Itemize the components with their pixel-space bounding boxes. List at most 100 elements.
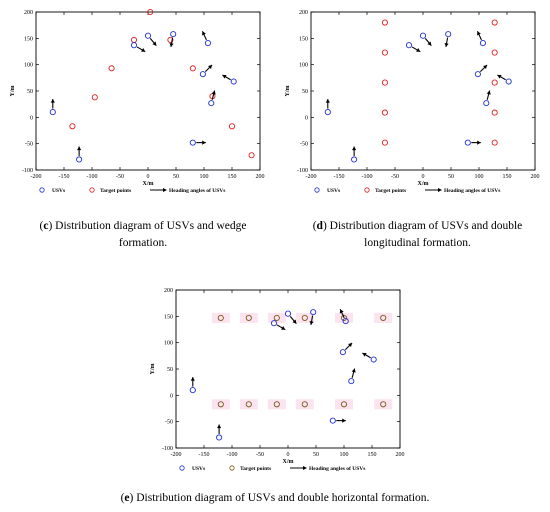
heading-arrowhead bbox=[339, 309, 344, 314]
target-point bbox=[380, 314, 387, 321]
usv-marker bbox=[270, 320, 278, 327]
usv-marker bbox=[310, 309, 317, 316]
x-tick-label: 50 bbox=[173, 174, 179, 180]
usv-marker bbox=[76, 156, 83, 163]
heading-arrowhead bbox=[281, 326, 286, 330]
y-tick-label: 50 bbox=[302, 89, 308, 95]
x-tick-label: -150 bbox=[334, 174, 345, 180]
legend-target-label: Target points bbox=[375, 188, 406, 194]
target-highlight bbox=[295, 399, 314, 410]
x-axis-label: X/m bbox=[283, 459, 294, 465]
usv-marker bbox=[216, 434, 223, 441]
x-tick-label: 100 bbox=[475, 174, 484, 180]
y-tick-label: 50 bbox=[27, 89, 33, 95]
legend-target-marker bbox=[89, 187, 95, 193]
x-axis-label: X/m bbox=[143, 181, 154, 187]
usv-marker bbox=[208, 100, 215, 107]
legend-arrowhead bbox=[163, 188, 167, 192]
heading-arrowhead bbox=[50, 99, 55, 103]
target-point bbox=[69, 123, 76, 130]
target-point bbox=[245, 314, 252, 321]
x-tick-label: -50 bbox=[256, 452, 264, 458]
heading-arrowhead bbox=[169, 43, 174, 47]
x-tick-label: -100 bbox=[87, 174, 98, 180]
plot-frame bbox=[175, 289, 401, 449]
target-point bbox=[491, 109, 498, 116]
usv-marker bbox=[144, 32, 152, 39]
target-point bbox=[381, 19, 388, 26]
x-tick-label: -200 bbox=[31, 174, 42, 180]
x-tick-label: 0 bbox=[147, 174, 150, 180]
usv-marker bbox=[464, 139, 471, 146]
y-tick-label: 100 bbox=[164, 341, 173, 347]
y-tick-label: 0 bbox=[30, 115, 33, 121]
x-tick-label: 50 bbox=[448, 174, 454, 180]
heading-arrowhead bbox=[152, 41, 157, 46]
legend-usv-marker bbox=[39, 187, 45, 193]
caption-e-label: e bbox=[124, 492, 130, 504]
caption-e-text: Distribution diagram of USVs and double … bbox=[136, 492, 430, 504]
y-tick-label: 100 bbox=[24, 63, 33, 69]
legend-target-marker bbox=[364, 187, 370, 193]
heading-arrowhead bbox=[427, 41, 432, 46]
legend-heading-label: Heading angles of USVs bbox=[169, 188, 225, 194]
y-tick-label: 150 bbox=[164, 314, 173, 320]
target-point bbox=[228, 123, 236, 130]
usv-marker bbox=[505, 78, 512, 85]
usv-marker bbox=[49, 109, 56, 116]
chart-d-svg: -200 -150 -100 -50 0 50 100 150 200 -100 -50 0 50 100… bbox=[285, 10, 540, 194]
heading-arrowhead bbox=[217, 424, 222, 429]
target-highlight bbox=[239, 312, 258, 323]
caption-d-label: d bbox=[316, 220, 323, 232]
heading-arrowhead bbox=[483, 64, 488, 69]
target-point bbox=[340, 314, 348, 321]
x-tick-label: 0 bbox=[422, 174, 425, 180]
heading-arrowhead bbox=[208, 64, 213, 69]
heading-arrowhead bbox=[190, 377, 195, 381]
x-tick-label: -50 bbox=[116, 174, 124, 180]
target-point bbox=[189, 65, 196, 72]
y-tick-label: 100 bbox=[299, 63, 308, 69]
caption-c: (c) Distribution diagram of USVs and wed… bbox=[39, 220, 247, 249]
target-point bbox=[301, 314, 308, 321]
heading-arrowhead bbox=[342, 418, 346, 423]
usv-marker bbox=[230, 78, 237, 85]
usv-marker bbox=[170, 31, 177, 38]
heading-arrowhead bbox=[77, 146, 82, 151]
target-highlight bbox=[374, 399, 393, 410]
usv-marker bbox=[342, 318, 349, 325]
caption-c-label: c bbox=[43, 220, 49, 232]
target-point bbox=[147, 8, 154, 16]
heading-arrowhead bbox=[416, 48, 421, 52]
y-tick-label: 50 bbox=[167, 367, 173, 373]
x-tick-label: -150 bbox=[199, 452, 210, 458]
plot-frame bbox=[35, 11, 261, 171]
chart-panel-c: -200 -150 -100 -50 0 50 100 150 200 -100 -50 0 50 100… bbox=[0, 0, 275, 200]
y-tick-label: -50 bbox=[25, 142, 33, 148]
usv-marker bbox=[348, 378, 355, 385]
legend-target-label: Target points bbox=[240, 466, 271, 472]
target-point bbox=[381, 139, 388, 146]
target-point bbox=[381, 79, 388, 86]
x-tick-label: 200 bbox=[256, 174, 265, 180]
plot-frame bbox=[310, 11, 536, 171]
heading-arrowhead bbox=[211, 90, 216, 95]
caption-c-text: Distribution diagram of USVs and wedge f… bbox=[55, 220, 247, 249]
target-highlight bbox=[374, 312, 393, 323]
target-point bbox=[381, 49, 388, 56]
y-tick-label: 0 bbox=[170, 393, 173, 399]
caption-e: (e) Distribution diagram of USVs and dou… bbox=[120, 492, 430, 504]
usv-marker bbox=[284, 310, 292, 317]
usv-marker bbox=[189, 139, 196, 146]
target-point bbox=[245, 401, 252, 408]
heading-arrowhead bbox=[486, 90, 491, 95]
x-tick-label: -100 bbox=[362, 174, 373, 180]
x-tick-label: -100 bbox=[227, 452, 238, 458]
x-tick-label: 50 bbox=[313, 452, 319, 458]
heading-arrowhead bbox=[497, 75, 502, 79]
chart-panel-e: -200 -150 -100 -50 0 50 100 150 200 -100 -50 0 50 100… bbox=[140, 278, 415, 478]
legend-heading-label: Heading angles of USVs bbox=[309, 466, 365, 472]
heading-arrowhead bbox=[309, 321, 314, 325]
target-highlight bbox=[295, 312, 314, 323]
usv-marker bbox=[204, 40, 211, 47]
